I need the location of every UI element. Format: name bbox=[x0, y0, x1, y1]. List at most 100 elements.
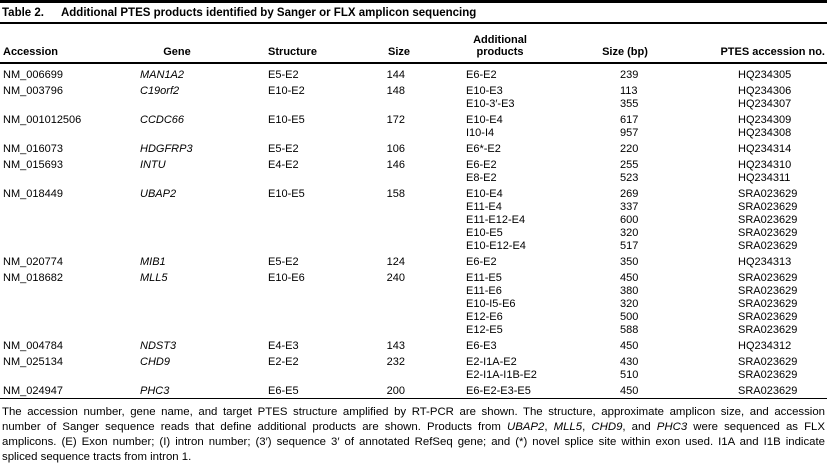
cell-size bbox=[335, 240, 410, 253]
cell-product: I10-I4 bbox=[466, 126, 495, 139]
cell-size-bp: 600 bbox=[620, 213, 639, 226]
cell-ptes-accession: HQ234309 bbox=[738, 113, 792, 126]
cell-size-bp: 450 bbox=[620, 339, 639, 352]
footnote-line: The accession number, gene name, and tar… bbox=[2, 405, 825, 420]
cell-ptes-accession: HQ234312 bbox=[738, 339, 792, 352]
cell-ptes-accession: SRA023629 bbox=[738, 226, 798, 239]
cell-size bbox=[335, 285, 410, 298]
cell-gene bbox=[140, 324, 250, 337]
cell-structure: E10-E5 bbox=[268, 187, 305, 200]
cell-size-bp: 113 bbox=[620, 84, 638, 97]
cell-product: E6-E2 bbox=[466, 68, 497, 81]
cell-ptes-accession: SRA023629 bbox=[738, 271, 798, 284]
table-row: NM_004784 NDST3 E4-E3 143 E6-E3 450 HQ234312 bbox=[0, 340, 827, 353]
cell-size-bp: 350 bbox=[620, 255, 639, 268]
cell-product: E11-E5 bbox=[466, 271, 502, 284]
cell-gene bbox=[140, 240, 250, 253]
table-row: NM_003796 C19orf2 E10-E2 148 E10-E3 113 HQ2343… bbox=[0, 85, 827, 98]
cell-ptes-accession: SRA023629 bbox=[738, 355, 798, 368]
cell-product: E10-E3 bbox=[466, 84, 503, 97]
cell-size-bp: 517 bbox=[620, 239, 639, 252]
cell-product: E10-E5 bbox=[466, 226, 503, 239]
footnote-text: number of Sanger sequence reads that def… bbox=[2, 421, 507, 433]
footnote-line: amplicons. (E) Exon number; (I) intron n… bbox=[2, 435, 825, 450]
column-header-structure: Structure bbox=[268, 46, 317, 58]
cell-gene bbox=[140, 369, 250, 382]
cell-size: 124 bbox=[386, 255, 405, 268]
cell-ptes-accession: SRA023629 bbox=[738, 187, 798, 200]
cell-size bbox=[335, 369, 410, 382]
cell-structure: E10-E2 bbox=[268, 84, 305, 97]
table-footnote: The accession number, gene name, and tar… bbox=[0, 399, 827, 465]
table-row: E10-E5 320 SRA023629 bbox=[0, 227, 827, 240]
cell-structure: E10-E5 bbox=[268, 113, 305, 126]
cell-structure: E5-E2 bbox=[268, 255, 299, 268]
cell-product: E2-I1A-I1B-E2 bbox=[466, 368, 537, 381]
cell-size: 240 bbox=[386, 271, 405, 284]
cell-size-bp: 355 bbox=[620, 97, 639, 110]
cell-size bbox=[335, 324, 410, 337]
cell-product: E6-E3 bbox=[466, 339, 497, 352]
table-number-label: Table 2. bbox=[2, 7, 44, 19]
table-row: NM_024947 PHC3 E6-E5 200 E6-E2-E3-E5 450 SRA02… bbox=[0, 385, 827, 398]
cell-accession bbox=[0, 324, 140, 337]
cell-structure: E2-E2 bbox=[268, 355, 299, 368]
cell-size bbox=[335, 227, 410, 240]
cell-product: E11-E12-E4 bbox=[466, 213, 526, 226]
cell-gene bbox=[140, 172, 250, 185]
cell-gene: C19orf2 bbox=[140, 84, 180, 97]
cell-size bbox=[335, 311, 410, 324]
cell-size-bp: 957 bbox=[620, 126, 639, 139]
cell-accession bbox=[0, 311, 140, 324]
cell-accession bbox=[0, 172, 140, 185]
cell-product: E10-E4 bbox=[466, 113, 503, 126]
cell-ptes-accession: SRA023629 bbox=[738, 239, 798, 252]
cell-size: 144 bbox=[386, 68, 405, 81]
cell-gene bbox=[140, 298, 250, 311]
footnote-text: , bbox=[582, 421, 592, 433]
cell-ptes-accession: HQ234306 bbox=[738, 84, 792, 97]
cell-structure: E4-E3 bbox=[268, 339, 299, 352]
cell-ptes-accession: SRA023629 bbox=[738, 310, 798, 323]
cell-product: E6-E2 bbox=[466, 255, 497, 268]
cell-structure bbox=[250, 214, 335, 227]
cell-accession: NM_018449 bbox=[3, 187, 63, 200]
cell-ptes-accession: HQ234307 bbox=[738, 97, 792, 110]
cell-gene: MAN1A2 bbox=[140, 68, 185, 81]
cell-ptes-accession: SRA023629 bbox=[738, 323, 798, 336]
cell-size-bp: 255 bbox=[620, 158, 639, 171]
cell-accession: NM_016073 bbox=[3, 142, 63, 155]
footnote-text: , bbox=[544, 421, 554, 433]
table-row: NM_018449 UBAP2 E10-E5 158 E10-E4 269 SRA02362… bbox=[0, 188, 827, 201]
cell-accession bbox=[0, 98, 140, 111]
cell-gene: UBAP2 bbox=[140, 187, 177, 200]
cell-size-bp: 320 bbox=[620, 297, 639, 310]
cell-accession: NM_003796 bbox=[3, 84, 63, 97]
table-row: NM_015693 INTU E4-E2 146 E6-E2 255 HQ234310 bbox=[0, 159, 827, 172]
cell-accession: NM_004784 bbox=[3, 339, 63, 352]
cell-accession: NM_024947 bbox=[3, 384, 63, 397]
cell-gene: HDGFRP3 bbox=[140, 142, 193, 155]
cell-size-bp: 337 bbox=[620, 200, 639, 213]
cell-accession bbox=[0, 227, 140, 240]
cell-accession: NM_020774 bbox=[3, 255, 63, 268]
cell-gene: CHD9 bbox=[140, 355, 170, 368]
cell-size bbox=[335, 172, 410, 185]
cell-gene: MIB1 bbox=[140, 255, 166, 268]
cell-size: 148 bbox=[386, 84, 405, 97]
cell-size bbox=[335, 127, 410, 140]
cell-structure bbox=[250, 369, 335, 382]
footnote-text: The accession number, gene name, and tar… bbox=[2, 406, 825, 418]
cell-gene bbox=[140, 98, 250, 111]
cell-accession: NM_025134 bbox=[3, 355, 63, 368]
cell-size-bp: 510 bbox=[620, 368, 639, 381]
cell-product: E10-3′-E3 bbox=[466, 97, 515, 110]
table-row: E10-I5-E6 320 SRA023629 bbox=[0, 298, 827, 311]
cell-ptes-accession: SRA023629 bbox=[738, 200, 798, 213]
cell-size: 106 bbox=[386, 142, 405, 155]
table-row: E11-E12-E4 600 SRA023629 bbox=[0, 214, 827, 227]
table-row: E11-E6 380 SRA023629 bbox=[0, 285, 827, 298]
cell-accession: NM_001012506 bbox=[3, 113, 82, 126]
table-row: E11-E4 337 SRA023629 bbox=[0, 201, 827, 214]
cell-structure bbox=[250, 324, 335, 337]
